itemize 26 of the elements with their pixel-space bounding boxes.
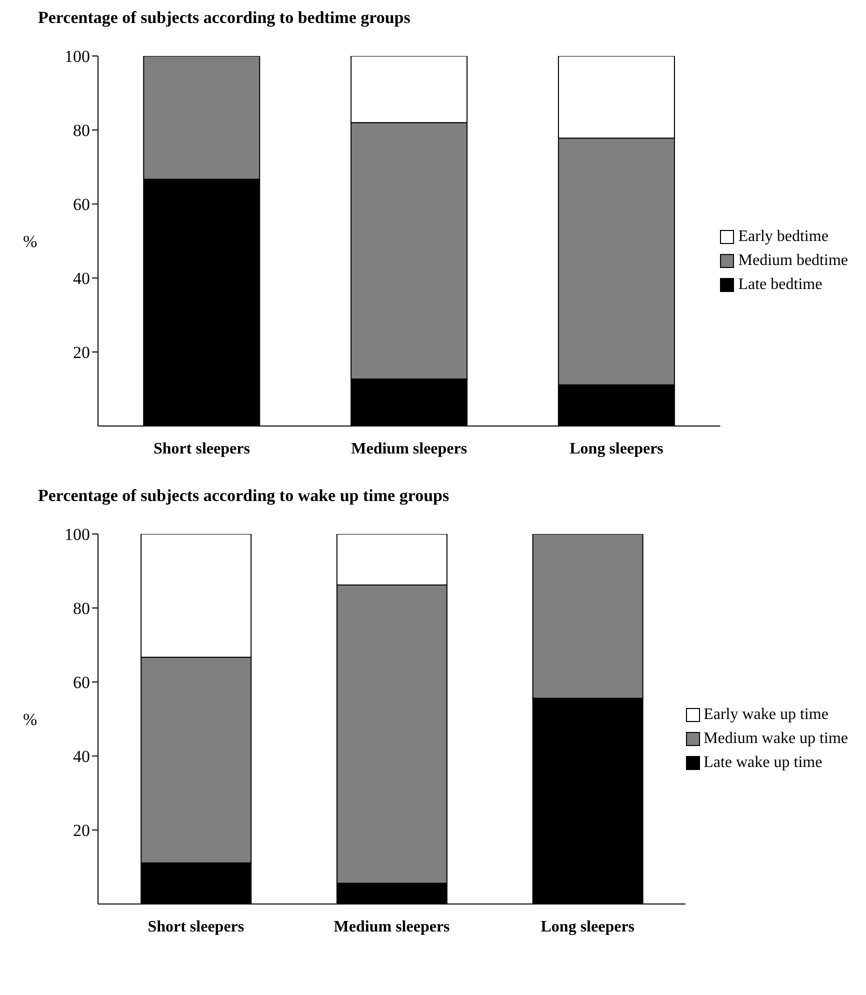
legend-label: Medium wake up time	[704, 730, 848, 748]
legend-label: Late wake up time	[704, 754, 822, 772]
legend-label: Early wake up time	[704, 706, 828, 724]
chart-title: Percentage of subjects according to wake up time groups	[37, 486, 450, 506]
y-axis-title: %	[23, 710, 38, 730]
legend-label: Early bedtime	[738, 228, 828, 246]
y-tick-label: 60	[73, 673, 90, 692]
y-axis-title: %	[23, 232, 38, 252]
x-tick-label: Short sleepers	[148, 918, 244, 936]
y-tick-label: 80	[73, 599, 90, 618]
x-tick-label: Medium sleepers	[334, 918, 450, 936]
x-tick-label: Long sleepers	[570, 440, 664, 458]
y-tick-label: 100	[64, 47, 90, 66]
y-tick-label: 40	[73, 747, 90, 766]
chart-title: Percentage of subjects according to bedtime groups	[37, 8, 412, 28]
y-tick-label: 20	[73, 343, 90, 362]
x-tick-label: Short sleepers	[153, 440, 250, 458]
y-tick-label: 100	[64, 525, 90, 544]
y-tick-label: 80	[73, 121, 90, 140]
y-tick-label: 20	[73, 821, 90, 840]
y-tick-label: 60	[73, 195, 90, 214]
x-tick-label: Medium sleepers	[351, 440, 468, 458]
x-tick-label: Long sleepers	[540, 918, 635, 936]
y-tick-label: 40	[73, 269, 90, 288]
legend-label: Medium bedtime	[738, 252, 848, 270]
legend-label: Late bedtime	[738, 276, 822, 294]
